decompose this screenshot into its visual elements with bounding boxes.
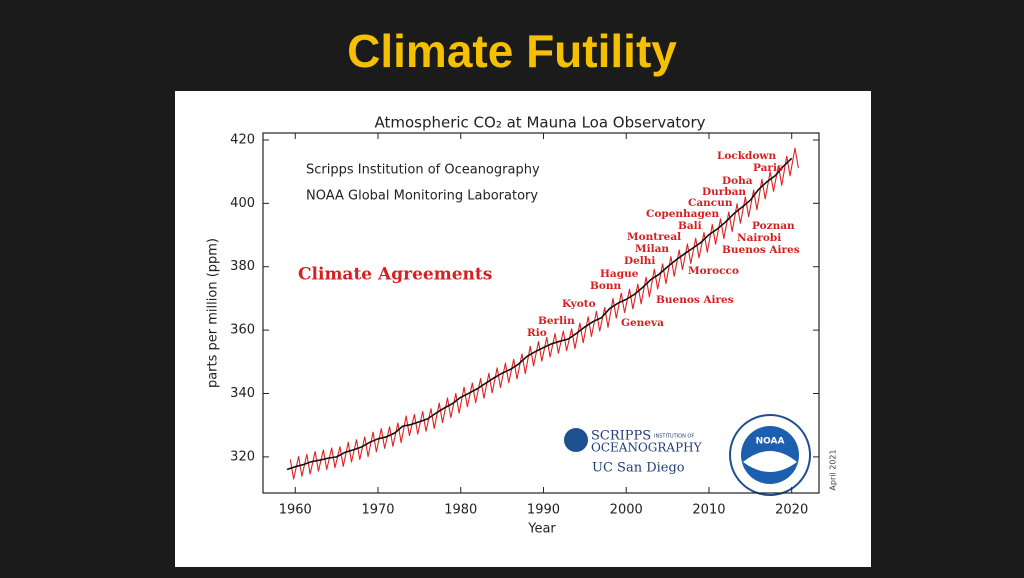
logo-text: OCEANOGRAPHY bbox=[591, 441, 703, 455]
annotation: Poznan bbox=[752, 220, 795, 232]
y-tick-label: 360 bbox=[230, 323, 255, 338]
x-axis-label: Year bbox=[527, 522, 556, 537]
annotation: Bali bbox=[678, 220, 702, 232]
annotation: Rio bbox=[527, 327, 547, 339]
logo-text: SCRIPPS bbox=[591, 429, 651, 444]
annotation: Paris bbox=[753, 162, 783, 174]
y-tick-label: 420 bbox=[230, 132, 255, 147]
y-tick-label: 320 bbox=[230, 449, 255, 464]
logo-text: NOAA bbox=[756, 437, 785, 447]
y-axis-label: parts per million (ppm) bbox=[206, 238, 221, 388]
annotation: Morocco bbox=[688, 265, 739, 277]
annotation: Cancun bbox=[688, 197, 733, 209]
y-tick-label: 380 bbox=[230, 259, 255, 274]
annotation: Hague bbox=[600, 268, 639, 280]
y-tick-label: 400 bbox=[230, 196, 255, 211]
annotation: Delhi bbox=[624, 255, 655, 267]
logo-text: UC San Diego bbox=[592, 461, 685, 476]
annotation: Buenos Aires bbox=[722, 244, 800, 256]
annotation: Milan bbox=[635, 243, 669, 255]
x-tick-label: 1980 bbox=[444, 503, 477, 518]
annotation: Buenos Aires bbox=[656, 294, 734, 306]
annotation: Lockdown bbox=[717, 150, 776, 162]
x-tick-label: 1960 bbox=[279, 503, 312, 518]
logo-wave bbox=[743, 451, 797, 472]
co2-line bbox=[289, 147, 799, 480]
x-tick-label: 1970 bbox=[361, 503, 394, 518]
x-tick-label: 2000 bbox=[610, 503, 643, 518]
slide-title: Climate Futility bbox=[347, 25, 677, 77]
highlight: Climate Agreements bbox=[298, 265, 492, 285]
credit: NOAA Global Monitoring Laboratory bbox=[306, 189, 538, 204]
logo-icon bbox=[564, 428, 588, 452]
plot-frame bbox=[262, 132, 820, 494]
annotation: Doha bbox=[722, 175, 753, 187]
annotation: Geneva bbox=[621, 317, 664, 329]
annotation: Durban bbox=[702, 186, 746, 198]
annotation: Nairobi bbox=[737, 232, 781, 244]
annotation: Bonn bbox=[590, 280, 622, 292]
scripps-logo: SCRIPPS INSTITUTION OF OCEANOGRAPHY UC S… bbox=[564, 428, 703, 476]
annotation: Montreal bbox=[627, 231, 681, 243]
date-note: April 2021 bbox=[829, 449, 838, 490]
credit: Scripps Institution of Oceanography bbox=[306, 163, 540, 178]
chart-title: Atmospheric CO₂ at Mauna Loa Observatory bbox=[374, 114, 705, 132]
annotation: Kyoto bbox=[562, 298, 596, 310]
x-tick-label: 2010 bbox=[692, 503, 725, 518]
y-tick-label: 340 bbox=[230, 386, 255, 401]
noaa-logo: NOAA bbox=[729, 414, 811, 496]
logo-text: INSTITUTION OF bbox=[654, 434, 694, 440]
x-tick-label: 1990 bbox=[527, 503, 560, 518]
annotation: Copenhagen bbox=[646, 208, 719, 220]
co2-line bbox=[286, 157, 793, 471]
x-tick-label: 2020 bbox=[775, 503, 808, 518]
annotation: Berlin bbox=[538, 315, 575, 327]
